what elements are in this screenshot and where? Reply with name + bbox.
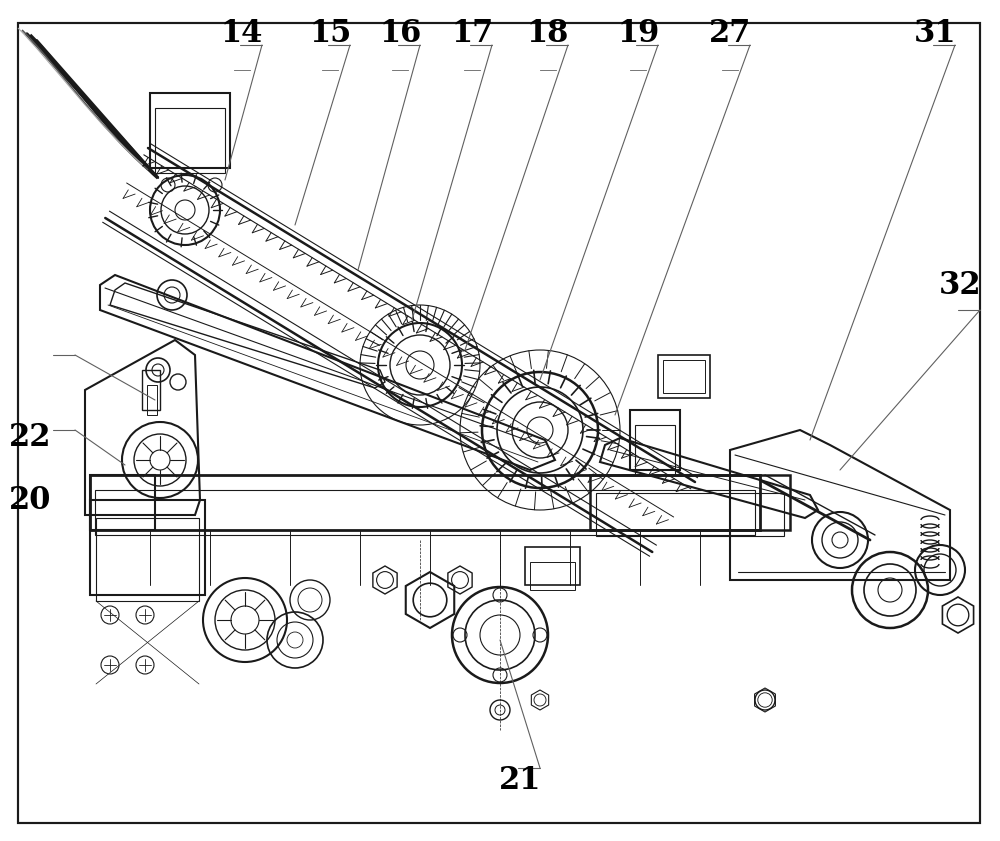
Text: 32: 32 xyxy=(939,271,981,301)
Text: 19: 19 xyxy=(617,19,659,49)
Bar xyxy=(150,93,230,168)
Bar xyxy=(90,475,760,530)
Bar xyxy=(147,385,157,415)
Text: 21: 21 xyxy=(499,765,541,796)
Text: 18: 18 xyxy=(527,19,569,49)
Text: 17: 17 xyxy=(451,19,493,49)
Text: 22: 22 xyxy=(9,422,51,452)
Text: 16: 16 xyxy=(379,19,421,49)
Bar xyxy=(142,370,160,410)
Text: 27: 27 xyxy=(709,19,751,49)
Bar xyxy=(155,108,225,173)
Bar xyxy=(530,562,575,590)
Bar xyxy=(635,425,675,475)
Bar xyxy=(95,490,755,535)
Bar xyxy=(525,547,580,585)
Bar xyxy=(596,493,784,536)
Bar xyxy=(590,475,790,530)
Text: 14: 14 xyxy=(221,19,263,49)
Bar xyxy=(90,475,155,530)
Text: 15: 15 xyxy=(309,19,351,49)
Bar xyxy=(90,500,205,595)
Text: 20: 20 xyxy=(9,485,51,516)
Text: 31: 31 xyxy=(914,19,956,49)
Bar xyxy=(630,410,680,470)
Bar xyxy=(96,518,199,601)
